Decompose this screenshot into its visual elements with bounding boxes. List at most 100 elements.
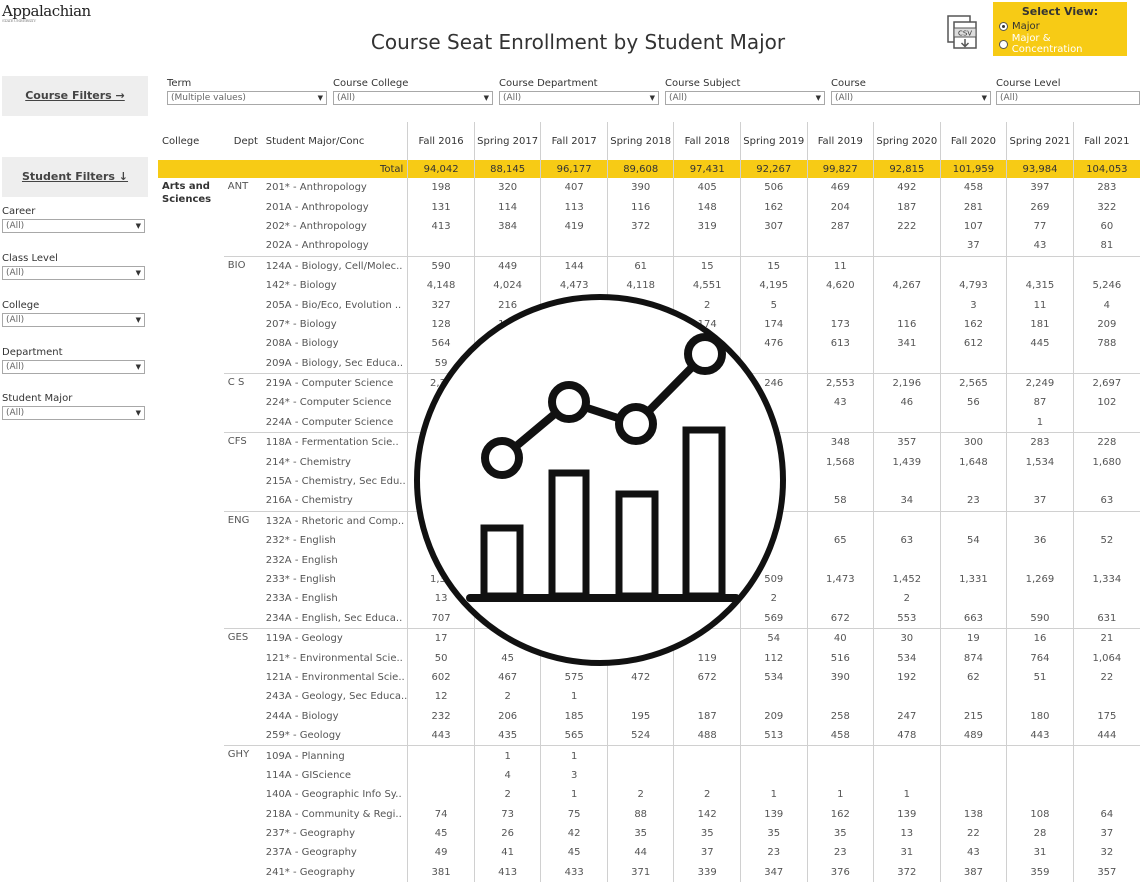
enrollment-value — [1072, 471, 1140, 492]
course-department-dropdown[interactable]: (All) ▼ — [499, 91, 659, 105]
table-row[interactable]: 202A - Anthropology 37 43 81 — [158, 236, 1140, 257]
enrollment-value: 54 — [739, 627, 808, 649]
enrollment-value: 204 — [806, 197, 874, 217]
enrollment-value: 307 — [739, 216, 808, 237]
dropdown-value: (All) — [337, 93, 356, 103]
enrollment-value: 173 — [806, 314, 874, 335]
enrollment-value: 2 — [473, 687, 541, 707]
career-dropdown[interactable]: (All) ▼ — [2, 219, 145, 233]
radio-unselected-icon[interactable] — [999, 39, 1008, 49]
enrollment-value: 492 — [873, 178, 941, 198]
enrollment-value — [939, 510, 1007, 532]
major-cell: 201A - Anthropology — [265, 201, 369, 213]
enrollment-value: 112 — [739, 648, 808, 668]
enrollment-value: 357 — [1072, 862, 1140, 882]
enrollment-value: 1,680 — [1072, 452, 1140, 472]
enrollment-value: 60 — [1072, 216, 1140, 237]
table-row[interactable]: 202* - Anthropology 413 384 419 372 319 307 287… — [158, 216, 1140, 237]
total-value: 97,431 — [673, 160, 741, 178]
college-cell: Arts and Sciences — [162, 181, 212, 205]
enrollment-value: 553 — [873, 608, 941, 629]
class-level-dropdown[interactable]: (All) ▼ — [2, 266, 145, 280]
view-option-major-concentration[interactable]: Major & Concentration — [999, 33, 1121, 55]
radio-selected-icon[interactable] — [999, 22, 1008, 31]
enrollment-value: 54 — [939, 531, 1007, 551]
total-spacer — [223, 160, 264, 178]
enrollment-value: 764 — [1006, 648, 1074, 668]
enrollment-value: 443 — [1006, 725, 1074, 746]
enrollment-value: 4,118 — [606, 275, 674, 296]
enrollment-value: 4,620 — [806, 275, 874, 296]
course-subject-dropdown[interactable]: (All) ▼ — [665, 91, 825, 105]
term-header: Spring 2021 — [1006, 122, 1074, 160]
student-major-dropdown[interactable]: (All) ▼ — [2, 406, 145, 420]
enrollment-value: 444 — [1072, 725, 1140, 746]
enrollment-value: 215 — [939, 706, 1007, 726]
enrollment-value: 19 — [939, 627, 1007, 649]
enrollment-value — [806, 471, 874, 492]
enrollment-value: 1,269 — [1006, 569, 1074, 590]
enrollment-value — [873, 236, 941, 257]
total-value: 104,053 — [1072, 160, 1140, 178]
table-row[interactable]: GES 119A - Geology 17 54 40 30 19 16 21 — [158, 627, 1140, 746]
table-row[interactable]: 243A - Geology, Sec Educa.. 12 2 1 — [158, 687, 1140, 707]
term-dropdown[interactable]: (Multiple values) ▼ — [167, 91, 327, 105]
table-row[interactable]: 241* - Geography 381 413 433 371 339 347 376 372… — [158, 862, 1140, 882]
table-row[interactable]: 140A - Geographic Info Sy.. 2 1 2 2 1 1 1 — [158, 785, 1140, 805]
enrollment-value — [606, 236, 674, 257]
enrollment-value: 3 — [939, 295, 1007, 315]
enrollment-value: 4,195 — [739, 275, 808, 296]
dropdown-value: (Multiple values) — [171, 93, 246, 103]
enrollment-value: 327 — [407, 295, 475, 315]
enrollment-value: 4,024 — [473, 275, 541, 296]
table-row[interactable]: 114A - GIScience 4 3 — [158, 765, 1140, 786]
dropdown-value: (All) — [1000, 93, 1019, 103]
enrollment-value: 339 — [673, 862, 741, 882]
course-college-dropdown[interactable]: (All) ▼ — [333, 91, 493, 105]
term-header: Fall 2018 — [673, 122, 741, 160]
enrollment-value — [673, 236, 741, 257]
table-row[interactable]: 201A - Anthropology 131 114 113 116 148 162 204… — [158, 197, 1140, 217]
enrollment-value: 28 — [1006, 823, 1074, 844]
enrollment-value: 2,553 — [806, 372, 874, 394]
enrollment-value — [1006, 765, 1074, 786]
table-row[interactable]: BIO 124A - Biology, Cell/Molec.. 590 449 144… — [158, 255, 1140, 374]
major-cell: 202* - Anthropology — [265, 220, 367, 232]
table-row[interactable]: 218A - Community & Regi.. 74 73 75 88 142 139 1… — [158, 804, 1140, 824]
enrollment-value — [873, 765, 941, 786]
table-row[interactable]: 244A - Biology 232 206 185 195 187 209 258 247 21… — [158, 706, 1140, 726]
total-value: 89,608 — [606, 160, 674, 178]
enrollment-value: 707 — [407, 608, 475, 629]
course-filters-button[interactable]: Course Filters → — [2, 76, 148, 116]
enrollment-value — [939, 687, 1007, 707]
course-dropdown[interactable]: (All) ▼ — [831, 91, 991, 105]
enrollment-value: 37 — [673, 843, 741, 863]
enrollment-value: 258 — [806, 706, 874, 726]
enrollment-value — [407, 236, 475, 257]
course-level-dropdown[interactable]: (All) — [996, 91, 1140, 105]
enrollment-value: 209 — [1072, 314, 1140, 335]
enrollment-value: 45 — [540, 843, 608, 863]
dropdown-arrow-icon: ▼ — [135, 316, 141, 324]
enrollment-value: 22 — [939, 823, 1007, 844]
enrollment-value: 565 — [540, 725, 608, 746]
enrollment-value: 1 — [540, 785, 608, 805]
college-dropdown[interactable]: (All) ▼ — [2, 313, 145, 327]
table-row[interactable]: 142* - Biology 4,148 4,024 4,473 4,118 4,551 4… — [158, 275, 1140, 296]
table-row[interactable]: 259* - Geology 443 435 565 524 488 513 458 478 48… — [158, 725, 1140, 746]
table-row[interactable]: Arts and Sciences ANT 201* - Anthropology 1… — [158, 178, 1140, 205]
department-dropdown[interactable]: (All) ▼ — [2, 360, 145, 374]
enrollment-value: 17 — [407, 627, 475, 649]
table-row[interactable]: GHY 109A - Planning 1 1 — [158, 745, 1140, 882]
enrollment-value: 15 — [673, 255, 741, 276]
csv-download-icon[interactable]: CSV — [946, 14, 984, 52]
view-option-major[interactable]: Major — [999, 21, 1121, 32]
enrollment-value: 107 — [939, 216, 1007, 237]
student-filters-button[interactable]: Student Filters ↓ — [2, 157, 148, 197]
table-row[interactable]: 237* - Geography 45 26 42 35 35 35 35 13 22 28 37 — [158, 823, 1140, 844]
enrollment-value: 1,452 — [873, 569, 941, 590]
table-row[interactable]: 121A - Environmental Scie.. 602 467 575 472 6… — [158, 667, 1140, 688]
enrollment-value: 56 — [939, 393, 1007, 413]
enrollment-value — [873, 471, 941, 492]
table-row[interactable]: 237A - Geography 49 41 45 44 37 23 23 31 43 31 32 — [158, 843, 1140, 863]
